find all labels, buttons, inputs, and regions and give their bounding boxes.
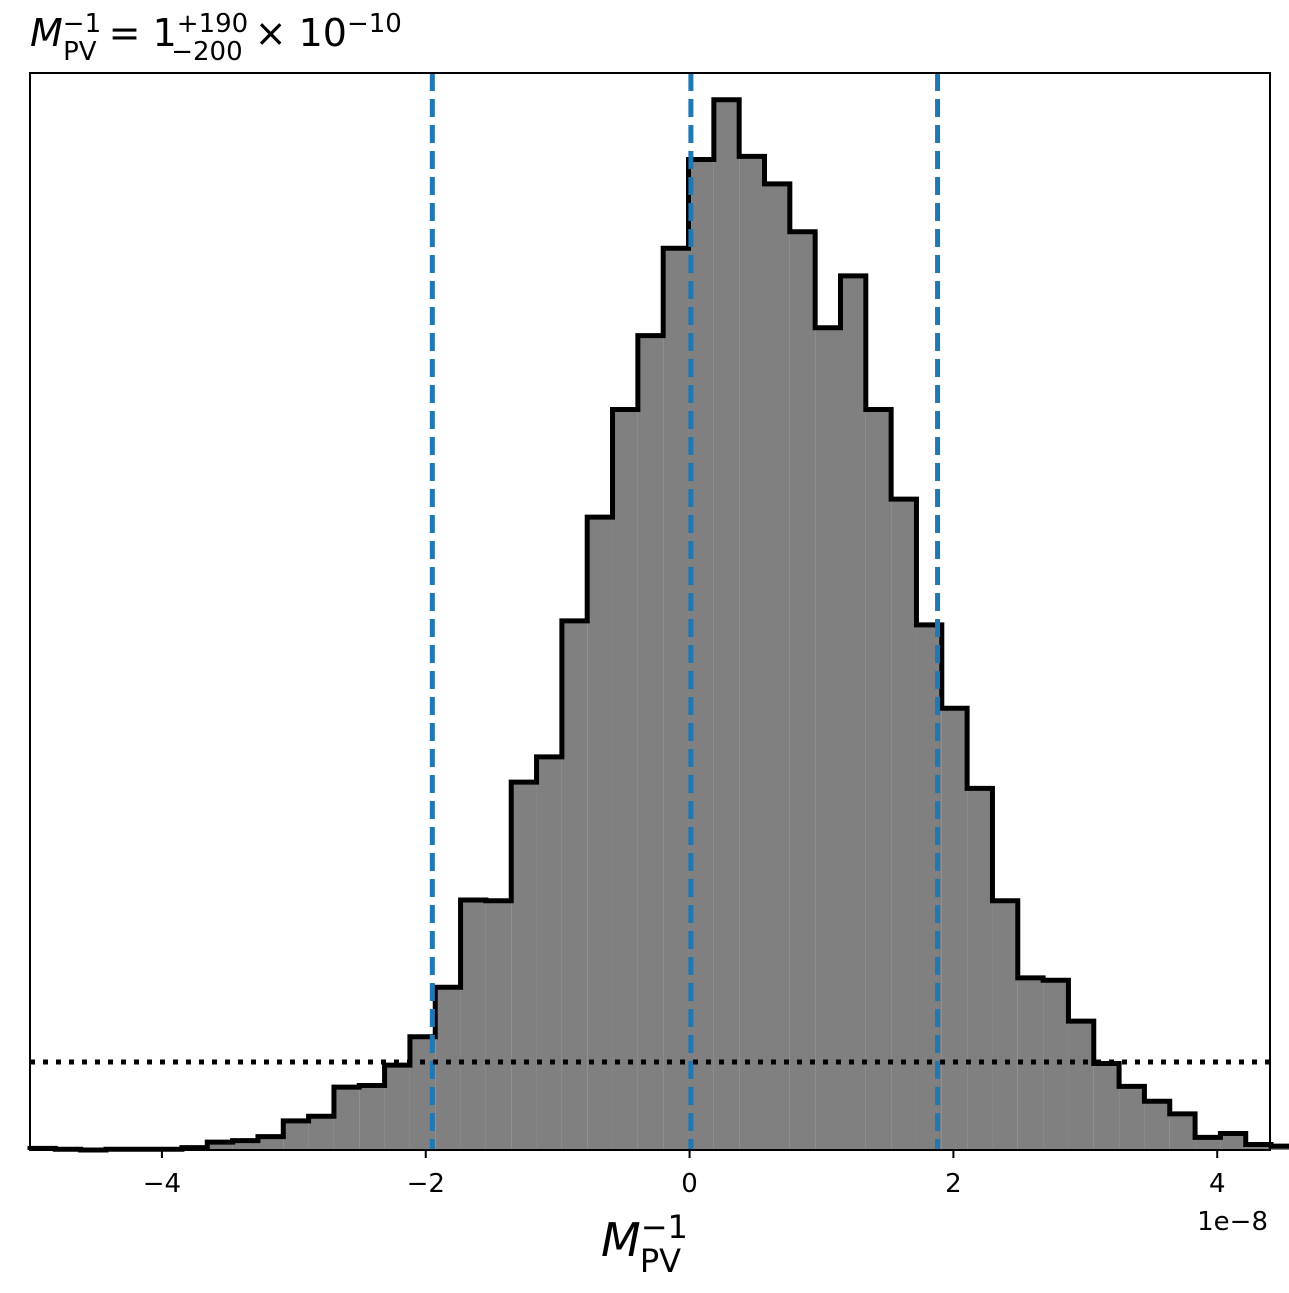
histogram-bar bbox=[587, 517, 613, 1150]
histogram-bar bbox=[359, 1085, 385, 1150]
x-offset-label: 1e−8 bbox=[1197, 1207, 1268, 1237]
histogram-bar bbox=[1245, 1144, 1272, 1150]
histogram-bar bbox=[1119, 1086, 1145, 1150]
histogram-bar bbox=[435, 987, 461, 1150]
chart-title: M−1 PV = 1+190 −200 × 10−10 bbox=[30, 9, 402, 67]
histogram-bar bbox=[739, 156, 765, 1150]
plot-area bbox=[27, 73, 1289, 1153]
histogram-bar bbox=[308, 1116, 334, 1150]
histogram-bar bbox=[663, 248, 689, 1150]
histogram-bar bbox=[1068, 1021, 1094, 1150]
histogram-bar bbox=[637, 335, 664, 1150]
histogram-bar bbox=[764, 183, 790, 1150]
x-tick-label: 2 bbox=[945, 1169, 962, 1199]
histogram-bar bbox=[333, 1087, 360, 1150]
histogram-bar bbox=[840, 275, 866, 1150]
histogram-bar bbox=[283, 1120, 309, 1150]
x-axis-label: M−1 PV bbox=[601, 1208, 688, 1280]
x-tick-label: 0 bbox=[681, 1169, 698, 1199]
histogram-bar bbox=[967, 788, 993, 1150]
axes-frame bbox=[29, 72, 1271, 1151]
histogram-bar bbox=[1220, 1133, 1246, 1150]
histogram-bar bbox=[1169, 1113, 1196, 1150]
histogram-bar bbox=[865, 409, 892, 1150]
histogram-bar bbox=[612, 409, 638, 1150]
histogram-bar bbox=[941, 708, 968, 1150]
histogram-bar bbox=[815, 327, 841, 1151]
histogram-bar bbox=[713, 99, 740, 1150]
histogram-bar bbox=[561, 620, 588, 1150]
histogram-bar bbox=[485, 900, 512, 1150]
histogram-bar bbox=[232, 1140, 258, 1150]
histogram-bar bbox=[384, 1065, 410, 1150]
histogram-bar bbox=[789, 231, 816, 1151]
histogram-bar bbox=[511, 782, 537, 1150]
histogram-bar bbox=[460, 900, 486, 1150]
histogram-bar bbox=[1195, 1137, 1221, 1150]
histogram-bar bbox=[207, 1142, 233, 1150]
histogram-bar bbox=[1144, 1101, 1170, 1150]
histogram-bar bbox=[992, 900, 1018, 1150]
histogram-bar bbox=[536, 756, 562, 1150]
histogram-bar bbox=[1043, 980, 1069, 1150]
x-tick-label: −2 bbox=[407, 1169, 445, 1199]
histogram-bar bbox=[1093, 1063, 1120, 1150]
histogram-bar bbox=[891, 499, 917, 1150]
x-axis-ticks: −4 −2 0 2 4 bbox=[143, 1150, 1226, 1199]
histogram-bar bbox=[257, 1136, 284, 1150]
x-tick-label: −4 bbox=[143, 1169, 181, 1199]
x-tick-label: 4 bbox=[1209, 1169, 1226, 1199]
